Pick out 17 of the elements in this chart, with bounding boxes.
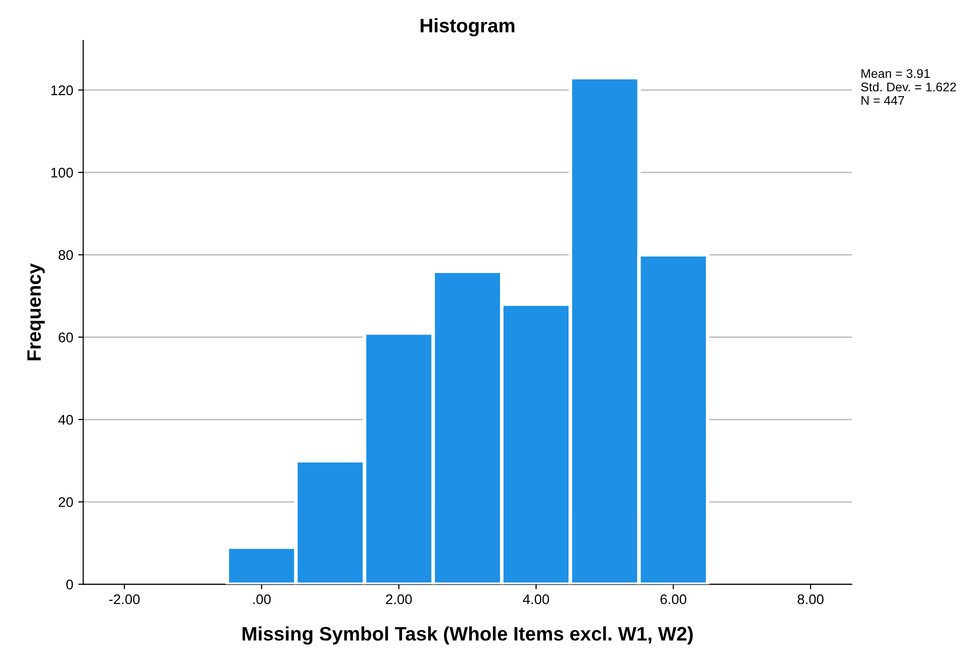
x-tick-label: 8.00 <box>798 594 824 604</box>
x-axis-title: Missing Symbol Task (Whole Items excl. W1, W2) <box>242 626 693 645</box>
y-axis-title: Frequency <box>27 263 45 360</box>
x-tick-label: .00 <box>253 594 271 604</box>
x-tick-label: 2.00 <box>386 594 412 604</box>
y-tick-label: 40 <box>58 414 73 425</box>
y-tick-label: 60 <box>58 332 73 342</box>
y-tick-label: 20 <box>58 497 73 508</box>
x-tick-label: 6.00 <box>660 594 686 604</box>
x-tick-label: -2.00 <box>109 594 140 604</box>
x-tick-label: 4.00 <box>522 594 550 604</box>
y-tick-label: 120 <box>51 85 73 96</box>
y-tick-label: 100 <box>51 168 73 178</box>
chart-title: Histogram <box>420 18 514 36</box>
y-tick-label: 80 <box>58 250 73 260</box>
text: Mean = 3.91 Std. Dev. = 1.622 N = 447 <box>861 69 956 105</box>
y-tick-label: 0 <box>66 580 73 590</box>
